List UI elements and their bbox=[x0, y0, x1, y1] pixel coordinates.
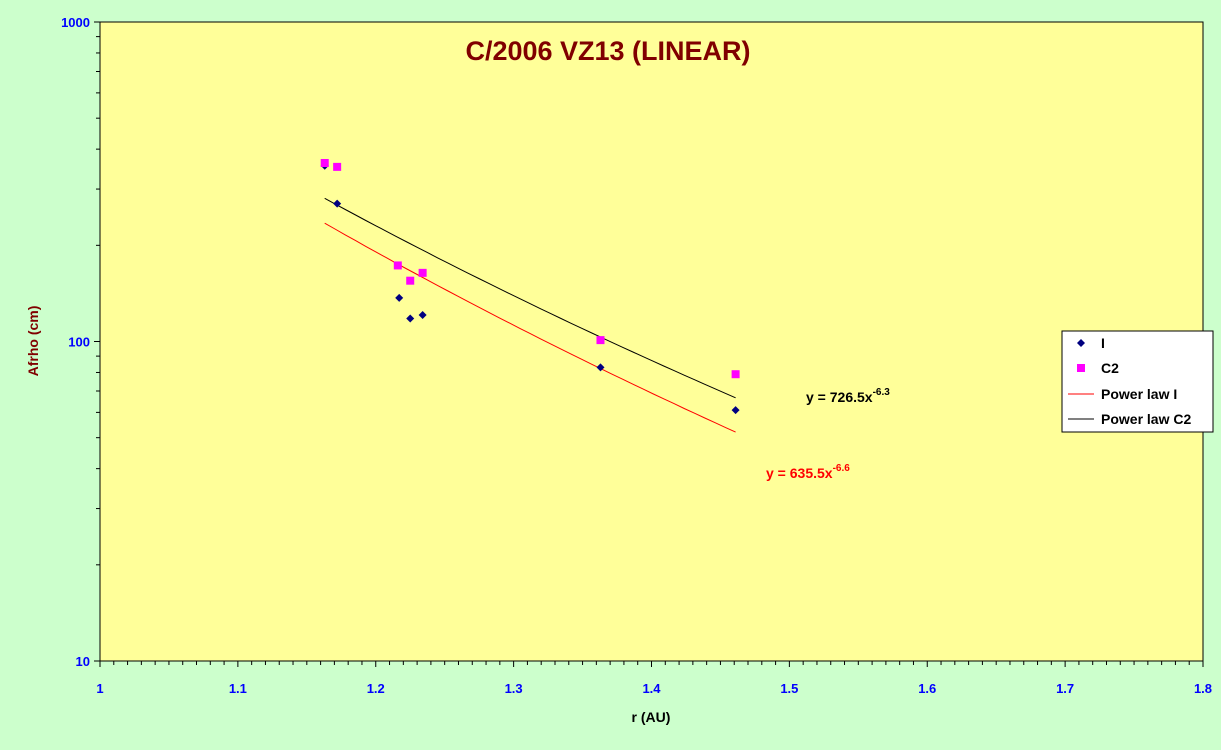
data-points bbox=[320, 158, 740, 415]
legend-label-power-law-i: Power law I bbox=[1101, 386, 1177, 402]
data-point-c2 bbox=[731, 370, 740, 379]
trend-line-power-law-c2 bbox=[324, 197, 736, 399]
legend-label-i: I bbox=[1101, 335, 1105, 351]
x-tick-label: 1.5 bbox=[780, 681, 798, 696]
x-tick-label: 1.1 bbox=[229, 681, 247, 696]
y-tick-label: 100 bbox=[68, 335, 90, 350]
x-tick-label: 1.2 bbox=[367, 681, 385, 696]
equation-i-base: y = 635.5x bbox=[766, 465, 833, 481]
y-axis-title: Afrho (cm) bbox=[25, 306, 41, 377]
equation-c2-base: y = 726.5x bbox=[806, 389, 873, 405]
legend-marker-i bbox=[1077, 339, 1085, 347]
legend-label-power-law-c2: Power law C2 bbox=[1101, 411, 1191, 427]
data-point-c2 bbox=[596, 336, 605, 345]
equation-c2-exponent: -6.3 bbox=[873, 387, 891, 398]
trend-lines bbox=[324, 197, 736, 433]
data-point-i bbox=[406, 314, 415, 323]
legend-box bbox=[1061, 330, 1214, 433]
x-tick-label: 1 bbox=[96, 681, 103, 696]
data-point-c2 bbox=[320, 158, 329, 167]
plot-area bbox=[99, 21, 1204, 662]
x-tick-label: 1.3 bbox=[505, 681, 523, 696]
data-point-i bbox=[596, 363, 605, 372]
legend: I C2 Power law I Power law C2 bbox=[1061, 330, 1214, 433]
y-tick-label: 1000 bbox=[61, 15, 90, 30]
axes: 1 1.1 1.2 1.3 1.4 1.5 1.6 1.7 1.8 10 100 1000 bbox=[61, 15, 1212, 696]
data-point-c2 bbox=[333, 162, 342, 171]
data-point-c2 bbox=[418, 268, 427, 277]
data-point-c2 bbox=[393, 261, 402, 270]
legend-marker-c2 bbox=[1077, 364, 1085, 372]
data-point-i bbox=[731, 406, 740, 415]
legend-label-c2: C2 bbox=[1101, 360, 1119, 376]
data-point-i bbox=[333, 199, 342, 208]
data-point-c2 bbox=[406, 276, 415, 285]
chart-title: C/2006 VZ13 (LINEAR) bbox=[465, 36, 750, 66]
y-tick-label: 10 bbox=[76, 654, 90, 669]
x-tick-label: 1.4 bbox=[642, 681, 661, 696]
equation-i-exponent: -6.6 bbox=[833, 463, 851, 474]
x-axis-title: r (AU) bbox=[632, 709, 671, 725]
equation-power-law-c2: y = 726.5x-6.3 bbox=[806, 387, 890, 405]
trend-line-power-law-i bbox=[324, 222, 736, 433]
data-point-i bbox=[395, 293, 404, 302]
x-tick-label: 1.8 bbox=[1194, 681, 1212, 696]
data-point-i bbox=[418, 311, 427, 320]
x-tick-label: 1.6 bbox=[918, 681, 936, 696]
x-tick-label: 1.7 bbox=[1056, 681, 1074, 696]
equation-power-law-i: y = 635.5x-6.6 bbox=[766, 463, 850, 481]
